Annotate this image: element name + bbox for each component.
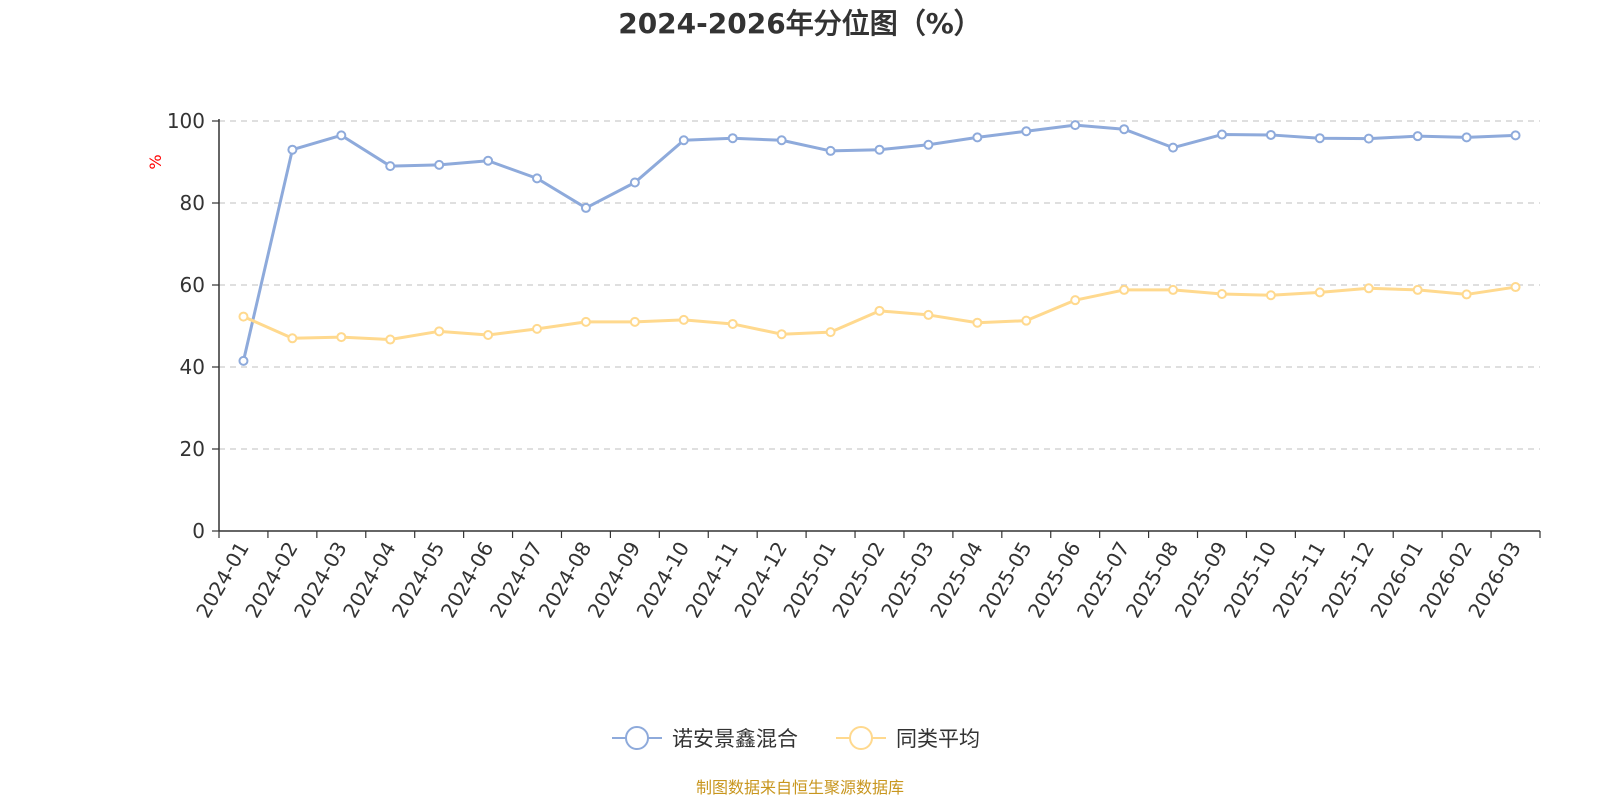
legend: 诺安景鑫混合 同类平均 bbox=[612, 726, 980, 751]
data-point bbox=[483, 155, 494, 166]
y-tick-label: 100 bbox=[167, 109, 205, 133]
data-point bbox=[1216, 289, 1227, 300]
data-point bbox=[874, 305, 885, 316]
data-point bbox=[1216, 129, 1227, 140]
data-point bbox=[385, 334, 396, 345]
data-point bbox=[1412, 131, 1423, 142]
series-group bbox=[238, 120, 1521, 366]
data-point bbox=[874, 144, 885, 155]
data-point bbox=[1314, 287, 1325, 298]
y-tick-label: 20 bbox=[180, 437, 205, 461]
data-point bbox=[1119, 124, 1130, 135]
data-point bbox=[825, 327, 836, 338]
data-point bbox=[532, 173, 543, 184]
data-point bbox=[1363, 283, 1374, 294]
data-point bbox=[483, 330, 494, 341]
legend-marker bbox=[849, 726, 873, 750]
data-point bbox=[287, 144, 298, 155]
data-point bbox=[1363, 133, 1374, 144]
legend-item[interactable]: 诺安景鑫混合 bbox=[612, 726, 798, 751]
data-point bbox=[336, 130, 347, 141]
data-point bbox=[678, 135, 689, 146]
y-tick-label: 40 bbox=[180, 355, 205, 379]
data-point bbox=[1314, 133, 1325, 144]
chart-title: 2024-2026年分位图（%） bbox=[618, 7, 982, 40]
data-point bbox=[1070, 120, 1081, 131]
data-point bbox=[776, 135, 787, 146]
data-point bbox=[580, 316, 591, 327]
series-lines bbox=[238, 120, 1521, 366]
series-line bbox=[242, 123, 1516, 362]
legend-label: 诺安景鑫混合 bbox=[672, 727, 798, 751]
data-point bbox=[1265, 290, 1276, 301]
data-point bbox=[923, 139, 934, 150]
axes: 0204060801002024-012024-022024-032024-04… bbox=[167, 109, 1541, 622]
legend-item[interactable]: 同类平均 bbox=[836, 726, 980, 751]
data-point bbox=[972, 132, 983, 143]
data-point bbox=[1510, 282, 1521, 293]
data-point bbox=[1168, 284, 1179, 295]
data-point bbox=[1265, 129, 1276, 140]
data-point bbox=[287, 333, 298, 344]
y-tick-label: 0 bbox=[192, 519, 205, 543]
data-point bbox=[238, 355, 249, 366]
legend-label: 同类平均 bbox=[896, 727, 980, 751]
data-point bbox=[238, 311, 249, 322]
data-point bbox=[972, 317, 983, 328]
data-point bbox=[1021, 315, 1032, 326]
data-point bbox=[1461, 132, 1472, 143]
data-point bbox=[1168, 142, 1179, 153]
data-point bbox=[923, 309, 934, 320]
data-point bbox=[1070, 295, 1081, 306]
y-tick-label: 60 bbox=[180, 273, 205, 297]
legend-marker bbox=[625, 726, 649, 750]
data-point bbox=[1119, 284, 1130, 295]
data-point bbox=[532, 323, 543, 334]
grid-lines bbox=[219, 120, 1540, 450]
y-tick-label: 80 bbox=[180, 191, 205, 215]
data-point bbox=[776, 329, 787, 340]
data-point bbox=[629, 316, 640, 327]
series-group bbox=[238, 282, 1521, 345]
data-point bbox=[678, 314, 689, 325]
data-point bbox=[336, 332, 347, 343]
data-point bbox=[629, 177, 640, 188]
data-point bbox=[1021, 126, 1032, 137]
data-point bbox=[825, 145, 836, 156]
data-point bbox=[1510, 130, 1521, 141]
source-note: 制图数据来自恒生聚源数据库 bbox=[696, 778, 904, 797]
data-point bbox=[727, 318, 738, 329]
data-point bbox=[1461, 289, 1472, 300]
data-point bbox=[434, 159, 445, 170]
data-point bbox=[434, 326, 445, 337]
data-point bbox=[385, 161, 396, 172]
data-point bbox=[580, 202, 591, 213]
data-point bbox=[727, 133, 738, 144]
data-point bbox=[1412, 284, 1423, 295]
y-axis-unit-label: % bbox=[146, 154, 165, 169]
